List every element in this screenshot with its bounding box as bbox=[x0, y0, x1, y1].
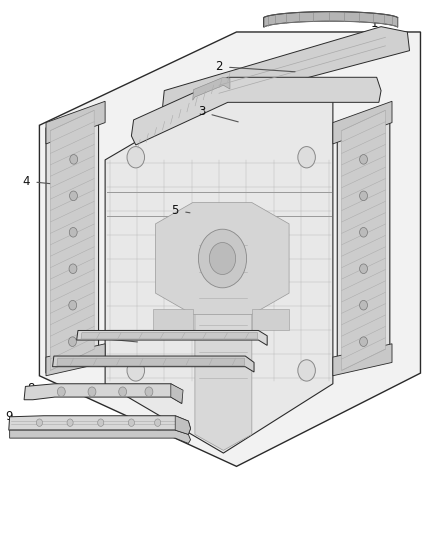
Circle shape bbox=[119, 387, 127, 397]
Polygon shape bbox=[46, 107, 99, 373]
Circle shape bbox=[69, 228, 77, 237]
Circle shape bbox=[360, 155, 367, 164]
Text: 7: 7 bbox=[53, 355, 107, 368]
Polygon shape bbox=[10, 430, 191, 443]
Text: 6: 6 bbox=[79, 330, 138, 343]
Text: 9: 9 bbox=[5, 410, 28, 425]
Polygon shape bbox=[155, 203, 289, 314]
Circle shape bbox=[298, 147, 315, 168]
Polygon shape bbox=[46, 101, 105, 144]
Text: 8: 8 bbox=[27, 382, 54, 395]
Circle shape bbox=[360, 264, 367, 273]
Circle shape bbox=[209, 243, 236, 274]
Circle shape bbox=[198, 229, 247, 288]
Polygon shape bbox=[9, 416, 191, 434]
Polygon shape bbox=[105, 91, 333, 453]
Circle shape bbox=[57, 387, 65, 397]
Polygon shape bbox=[333, 344, 392, 376]
Polygon shape bbox=[131, 77, 381, 145]
Circle shape bbox=[360, 301, 367, 310]
Circle shape bbox=[360, 191, 367, 200]
Circle shape bbox=[70, 155, 78, 164]
Circle shape bbox=[68, 337, 76, 346]
Polygon shape bbox=[57, 358, 244, 366]
Polygon shape bbox=[333, 101, 392, 144]
Circle shape bbox=[98, 419, 104, 426]
Polygon shape bbox=[53, 356, 254, 372]
Polygon shape bbox=[252, 309, 289, 330]
Circle shape bbox=[67, 419, 73, 426]
Polygon shape bbox=[153, 309, 193, 330]
Text: 2: 2 bbox=[215, 60, 295, 73]
Circle shape bbox=[298, 360, 315, 381]
Circle shape bbox=[70, 191, 78, 200]
Polygon shape bbox=[337, 107, 390, 373]
Circle shape bbox=[69, 264, 77, 273]
Text: 4: 4 bbox=[22, 175, 76, 188]
Polygon shape bbox=[171, 384, 183, 403]
Polygon shape bbox=[77, 330, 267, 345]
Polygon shape bbox=[264, 12, 398, 27]
Circle shape bbox=[155, 419, 161, 426]
Circle shape bbox=[127, 360, 145, 381]
Polygon shape bbox=[81, 333, 258, 339]
Circle shape bbox=[360, 228, 367, 237]
Circle shape bbox=[360, 337, 367, 346]
Circle shape bbox=[127, 147, 145, 168]
Circle shape bbox=[88, 387, 96, 397]
Polygon shape bbox=[24, 384, 182, 403]
Text: 5: 5 bbox=[172, 204, 190, 217]
Polygon shape bbox=[175, 416, 191, 434]
Polygon shape bbox=[193, 77, 230, 100]
Circle shape bbox=[69, 301, 77, 310]
Circle shape bbox=[36, 419, 42, 426]
Polygon shape bbox=[195, 205, 252, 450]
Text: 1: 1 bbox=[371, 18, 396, 30]
Polygon shape bbox=[39, 32, 420, 466]
Polygon shape bbox=[162, 27, 410, 116]
Polygon shape bbox=[50, 110, 94, 370]
Polygon shape bbox=[342, 110, 385, 370]
Circle shape bbox=[128, 419, 134, 426]
Polygon shape bbox=[46, 344, 105, 376]
Circle shape bbox=[145, 387, 153, 397]
Text: 3: 3 bbox=[198, 106, 238, 122]
